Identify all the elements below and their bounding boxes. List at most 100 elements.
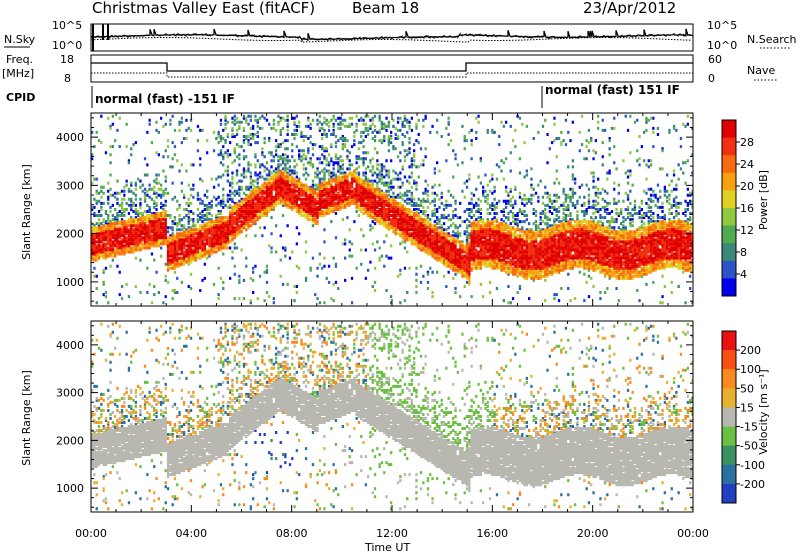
y-tick-label: 2000 — [56, 228, 84, 241]
colorbar-cell — [722, 208, 736, 227]
velocity-ylabel: Slant Range [km] — [20, 370, 33, 466]
colorbar-tick-label: -50 — [740, 440, 758, 453]
freq-tick-bottom: 8 — [64, 72, 71, 85]
velocity-colorbar-label: Velocity [m s⁻¹] — [757, 369, 770, 454]
cpid-segment-2: normal (fast) 151 IF — [545, 83, 680, 97]
x-tick-label: 00:00 — [677, 527, 709, 540]
freq-series — [91, 62, 693, 72]
colorbar-tick-label: -100 — [740, 459, 765, 472]
colorbar-frame — [721, 330, 737, 504]
colorbar-cell — [722, 426, 736, 447]
nsky-panel: N.Sky 10^5 10^0 10^5 10^0 N.Search — [4, 19, 797, 52]
nsearch-series — [90, 37, 693, 43]
power-cells — [91, 175, 693, 274]
colorbar-cell — [722, 155, 736, 174]
nave-label: Nave — [747, 64, 775, 77]
colorbar-cell — [722, 407, 736, 428]
x-tick-label: 12:00 — [376, 527, 408, 540]
cpid-segment-1: normal (fast) -151 IF — [95, 92, 235, 106]
colorbar-tick-label: 16 — [740, 202, 754, 215]
colorbar-tick-label: 28 — [740, 136, 754, 149]
y-tick-label: 1000 — [56, 276, 84, 289]
colorbar-cell — [722, 350, 736, 370]
y-tick-label: 3000 — [56, 387, 84, 400]
colorbar-cell — [722, 445, 736, 466]
velocity-cells — [252, 429, 294, 477]
y-tick-label: 4000 — [56, 339, 84, 352]
x-tick-label: 16:00 — [476, 527, 508, 540]
colorbar-tick-label: 15 — [740, 401, 754, 414]
power-cells — [91, 177, 693, 276]
velocity-y-ticks: 1000 2000 3000 4000 — [56, 325, 693, 508]
colorbar-cell — [722, 278, 736, 297]
nave-series — [91, 72, 693, 78]
y-tick-label: 3000 — [56, 179, 84, 192]
cpid-panel: CPID normal (fast) -151 IF normal (fast)… — [6, 83, 680, 108]
colorbar-cell — [722, 137, 736, 156]
power-panel: 1000 2000 3000 4000 Slant Range [km] 28 24 20… — [20, 112, 770, 307]
nave-tick-top: 60 — [708, 53, 722, 66]
nsky-series — [90, 28, 693, 42]
y-tick-label: 4000 — [56, 131, 84, 144]
x-tick-label: 08:00 — [276, 527, 308, 540]
colorbar-tick-label: 100 — [740, 363, 761, 376]
y-tick-label: 1000 — [56, 482, 84, 495]
colorbar-tick-label: 4 — [740, 268, 747, 281]
colorbar-tick-label: 50 — [740, 382, 754, 395]
x-tick-label: 20:00 — [577, 527, 609, 540]
nsky-tick-bottom: 10^0 — [52, 39, 82, 52]
colorbar-tick-label: 200 — [740, 344, 761, 357]
velocity-cells — [254, 439, 285, 475]
colorbar-tick-label: -15 — [740, 421, 758, 434]
colorbar-cell — [722, 120, 736, 139]
time-axis-labels: 00:00 04:00 08:00 12:00 16:00 20:00 00:00 — [75, 527, 709, 540]
x-tick-label: 00:00 — [75, 527, 107, 540]
power-x-ticks — [90, 113, 694, 306]
freq-tick-top: 18 — [60, 53, 74, 66]
colorbar-cell — [722, 225, 736, 244]
velocity-colorbar: 200 100 50 15 -15 -50 -100 -200 — [721, 330, 765, 504]
cpid-label: CPID — [6, 91, 35, 104]
colorbar-cell — [722, 172, 736, 191]
y-tick-label: 2000 — [56, 434, 84, 447]
colorbar-tick-label: 8 — [740, 246, 747, 259]
freq-panel: Freq. [MHz] 18 8 60 0 Nave — [2, 53, 778, 85]
nsky-label: N.Sky — [4, 33, 36, 46]
x-axis-title: Time UT — [364, 541, 410, 554]
colorbar-cell — [722, 331, 736, 351]
velocity-heatmap — [91, 322, 693, 511]
power-ylabel: Slant Range [km] — [20, 164, 33, 260]
colorbar-cell — [722, 243, 736, 262]
x-tick-label: 04:00 — [175, 527, 207, 540]
velocity-x-ticks — [90, 321, 694, 512]
colorbar-tick-label: 20 — [740, 180, 754, 193]
colorbar-tick-label: -200 — [740, 478, 765, 491]
velocity-cells — [91, 322, 693, 511]
freq-label-2: [MHz] — [2, 67, 34, 80]
nsky-tick-top: 10^5 — [52, 19, 82, 32]
colorbar-cell — [722, 388, 736, 408]
colorbar-cell — [722, 369, 736, 389]
nave-tick-bottom: 0 — [708, 72, 715, 85]
colorbar-cell — [722, 483, 736, 504]
nsearch-tick-bottom: 10^0 — [707, 39, 737, 52]
station-title: Christmas Valley East (fitACF) — [92, 0, 315, 17]
date-label: 23/Apr/2012 — [583, 0, 676, 17]
power-heatmap — [91, 114, 693, 305]
colorbar-tick-label: 12 — [740, 224, 754, 237]
nsearch-label: N.Search — [747, 33, 797, 46]
beam-label: Beam 18 — [352, 0, 419, 17]
power-colorbar: 28 24 20 16 12 8 4 — [721, 119, 754, 297]
nsearch-tick-top: 10^5 — [707, 19, 737, 32]
colorbar-cell — [722, 260, 736, 279]
power-y-ticks: 1000 2000 3000 4000 — [56, 117, 693, 302]
power-cells — [91, 171, 693, 284]
colorbar-cell — [722, 190, 736, 209]
freq-label-1: Freq. — [6, 53, 33, 66]
velocity-panel: 1000 2000 3000 4000 Slant Range [km] 200 100… — [20, 320, 770, 513]
colorbar-cell — [722, 464, 736, 485]
power-colorbar-label: Power [dB] — [757, 170, 770, 230]
colorbar-tick-label: 24 — [740, 158, 754, 171]
